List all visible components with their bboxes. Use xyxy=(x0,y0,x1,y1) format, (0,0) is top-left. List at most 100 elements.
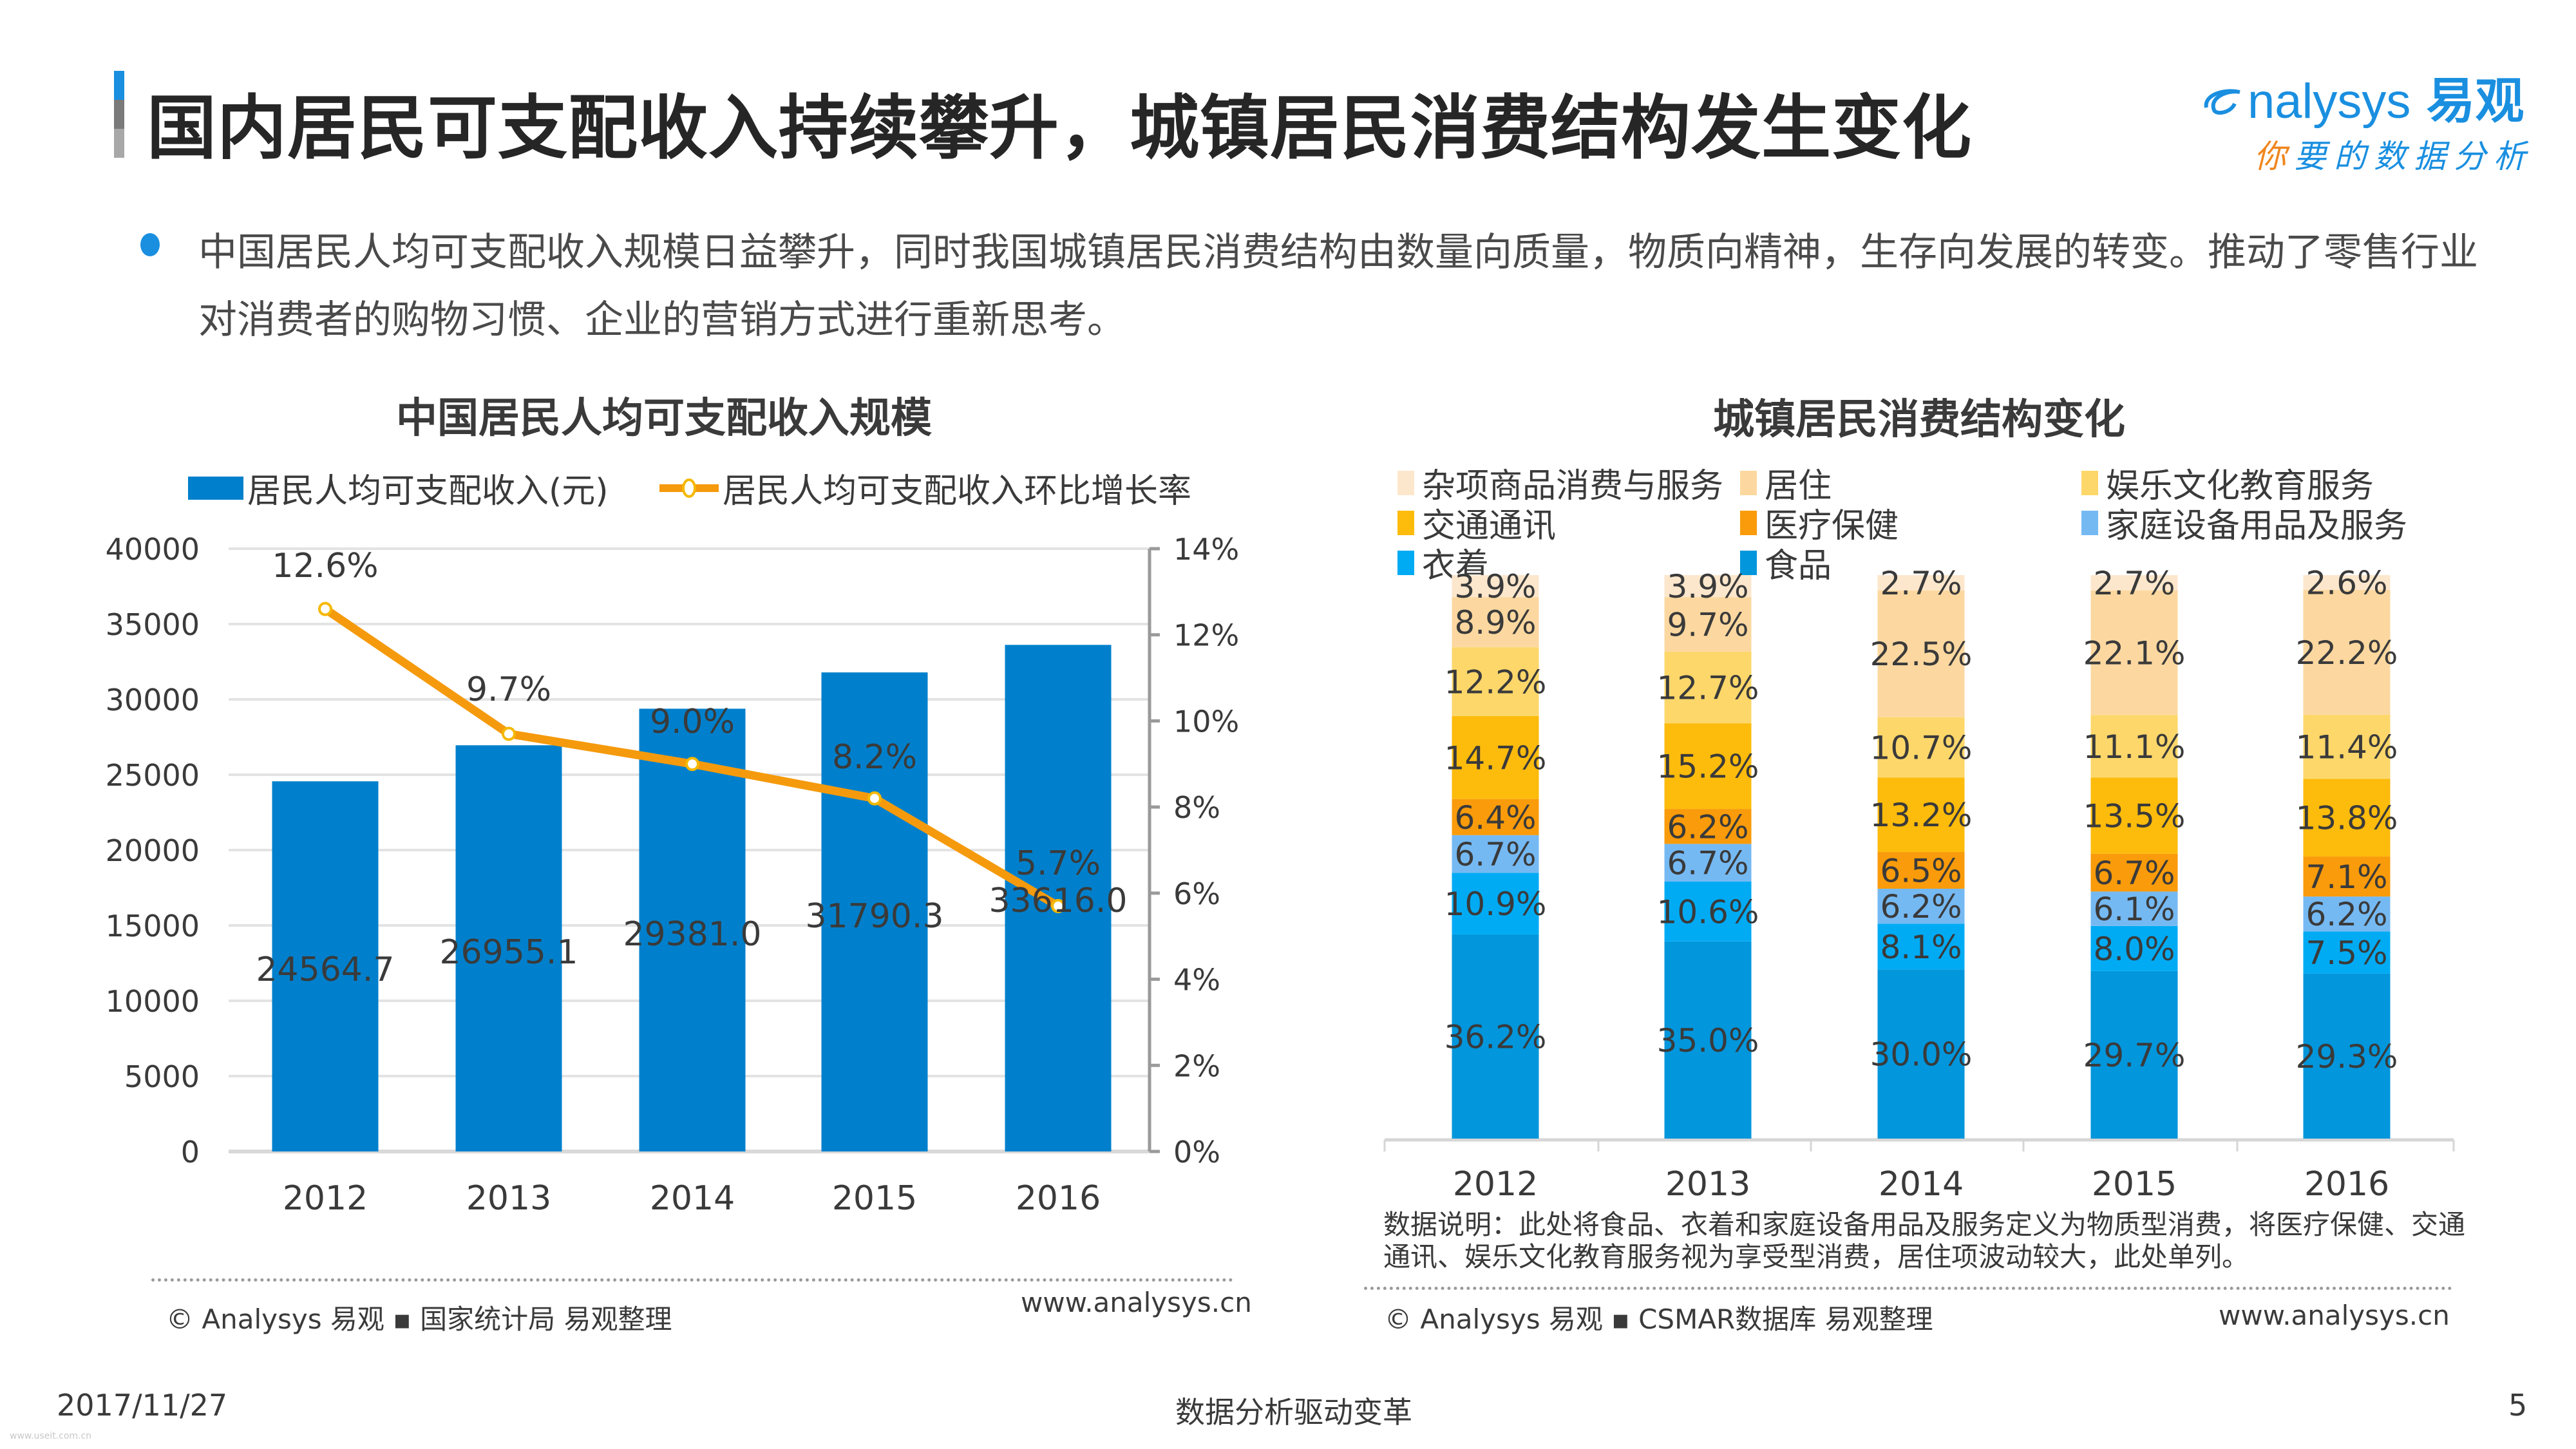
stack-label: 36.2% xyxy=(1444,1018,1547,1056)
income-bar-label: 31790.3 xyxy=(805,897,943,936)
y-tick-right: 12% xyxy=(1173,618,1239,653)
legend-swatch xyxy=(1740,470,1757,495)
legend-swatch xyxy=(1397,470,1414,495)
stack-label: 11.1% xyxy=(2083,728,2186,766)
stack-label: 6.5% xyxy=(1880,853,1962,890)
stack-segment xyxy=(1664,723,1752,810)
stack-label: 7.1% xyxy=(2306,858,2387,896)
consumption-chart-title: 城镇居民消费结构变化 xyxy=(1713,396,2125,444)
y-tick-right: 4% xyxy=(1173,963,1220,998)
stack-label: 3.9% xyxy=(1667,568,1748,605)
y-tick-left: 25000 xyxy=(106,758,200,793)
stack-segment xyxy=(1877,969,1965,1139)
stack-segment xyxy=(1664,809,1752,844)
income-bar-label: 26955.1 xyxy=(439,933,578,972)
y-tick-left: 5000 xyxy=(124,1059,200,1094)
stack-segment xyxy=(1877,852,1965,889)
legend-swatch xyxy=(1740,510,1757,535)
stack-label: 6.2% xyxy=(1880,888,1962,925)
stack-label: 6.2% xyxy=(2306,896,2387,933)
stack-segment xyxy=(1877,717,1965,778)
stack-segment xyxy=(2303,575,2391,590)
legend-item: 娱乐文化教育服务 xyxy=(2081,459,2374,507)
legend-growth: 居民人均可支配收入环比增长率 xyxy=(658,464,1191,512)
legend-label: 居民人均可支配收入环比增长率 xyxy=(723,472,1192,511)
x-tick-label: 2015 xyxy=(2092,1165,2177,1204)
y-tick-left: 30000 xyxy=(106,683,200,717)
legend-swatch xyxy=(2081,470,2098,495)
stack-label: 8.0% xyxy=(2093,931,2175,968)
x-tick-label: 2012 xyxy=(1453,1165,1538,1204)
stack-segment xyxy=(1877,777,1965,853)
x-tick-label: 2014 xyxy=(1879,1165,1964,1204)
x-tick-label: 2013 xyxy=(1665,1165,1750,1204)
stack-label: 3.9% xyxy=(1454,568,1536,605)
consumption-chart: 36.2%10.9%6.7%6.4%14.7%12.2%8.9%3.9%2012… xyxy=(1383,564,2455,1204)
income-bar xyxy=(821,672,928,1151)
source-left: © Analysys 易观 ▪ 国家统计局 易观整理 xyxy=(166,1303,672,1335)
accent-segment xyxy=(114,100,124,129)
legend-swatch xyxy=(1397,510,1414,535)
stack-label: 2.6% xyxy=(2306,564,2387,601)
x-tick-label: 2016 xyxy=(2304,1165,2389,1204)
stack-segment xyxy=(2303,779,2391,857)
x-tick-label: 2015 xyxy=(832,1179,917,1218)
stack-segment xyxy=(2090,853,2178,892)
stack-label: 13.2% xyxy=(1870,797,1973,834)
url-right[interactable]: www.analysys.cn xyxy=(2219,1300,2450,1331)
legend-label: 食品 xyxy=(1765,547,1832,585)
stack-segment xyxy=(2303,896,2391,932)
stack-segment xyxy=(2090,777,2178,854)
legend-item: 杂项商品消费与服务 xyxy=(1397,459,1723,507)
logo-slogan-rest: 要的数据分析 xyxy=(2294,138,2533,175)
legend-swatch xyxy=(2081,510,2098,535)
footer-date: 2017/11/27 xyxy=(57,1388,228,1423)
stack-label: 10.7% xyxy=(1870,730,1973,767)
stack-segment xyxy=(2090,590,2178,715)
legend-label: 医疗保健 xyxy=(1765,507,1899,545)
stack-segment xyxy=(2303,714,2391,779)
data-note: 数据说明：此处将食品、衣着和家庭设备用品及服务定义为物质型消费，将医疗保健、交通… xyxy=(1383,1209,2466,1273)
legend-swatch xyxy=(1740,550,1757,575)
logo-wordmark: nalysys 易观 xyxy=(2202,61,2537,132)
legend-label: 交通通讯 xyxy=(1422,507,1557,545)
logo-slogan-first: 你 xyxy=(2254,138,2294,175)
stack-label: 12.2% xyxy=(1444,664,1547,701)
stack-segment xyxy=(2090,715,2178,778)
intro-text: 中国居民人均可支配收入规模日益攀升，同时我国城镇居民消费结构由数量向质量，物质向… xyxy=(198,230,2478,343)
y-tick-left: 35000 xyxy=(106,607,200,642)
legend-item: 医疗保健 xyxy=(1740,498,1899,547)
growth-label: 8.2% xyxy=(832,738,917,777)
growth-label: 12.6% xyxy=(272,547,378,585)
analysys-logo: nalysys 易观 你要的数据分析 xyxy=(2202,61,2537,175)
divider-dotted xyxy=(1364,1287,2452,1290)
stack-label: 6.7% xyxy=(1454,836,1536,873)
logo-cn: 易观 xyxy=(2426,72,2524,129)
page-number: 5 xyxy=(2508,1388,2528,1423)
stack-segment xyxy=(1877,888,1965,924)
stack-segment xyxy=(1452,647,1539,716)
y-tick-left: 0 xyxy=(181,1135,200,1170)
legend-item: 交通通讯 xyxy=(1397,498,1556,547)
legend-label: 杂项商品消费与服务 xyxy=(1422,467,1724,506)
growth-point xyxy=(685,757,699,772)
stack-label: 22.5% xyxy=(1870,636,1973,673)
stack-segment xyxy=(1452,597,1539,648)
income-chart-title: 中国居民人均可支配收入规模 xyxy=(396,395,932,442)
stack-segment xyxy=(1452,799,1539,835)
watermark-text: www.useit.com.cn xyxy=(10,1431,92,1441)
stack-label: 8.1% xyxy=(1880,929,1962,966)
legend-income: 居民人均可支配收入(元) xyxy=(188,464,609,512)
stack-label: 6.2% xyxy=(1667,808,1748,846)
stack-label: 13.5% xyxy=(2083,798,2186,835)
y-tick-left: 20000 xyxy=(106,833,200,868)
income-bar-label: 29381.0 xyxy=(623,915,761,954)
growth-point xyxy=(318,601,332,616)
x-tick-label: 2016 xyxy=(1016,1179,1101,1218)
growth-label: 9.7% xyxy=(466,670,551,709)
url-left[interactable]: www.analysys.cn xyxy=(1021,1287,1252,1318)
income-bar-label: 24564.7 xyxy=(256,951,394,989)
stack-label: 2.7% xyxy=(1880,565,1962,602)
income-bar xyxy=(639,708,746,1151)
legend-swatch-line xyxy=(659,478,719,498)
